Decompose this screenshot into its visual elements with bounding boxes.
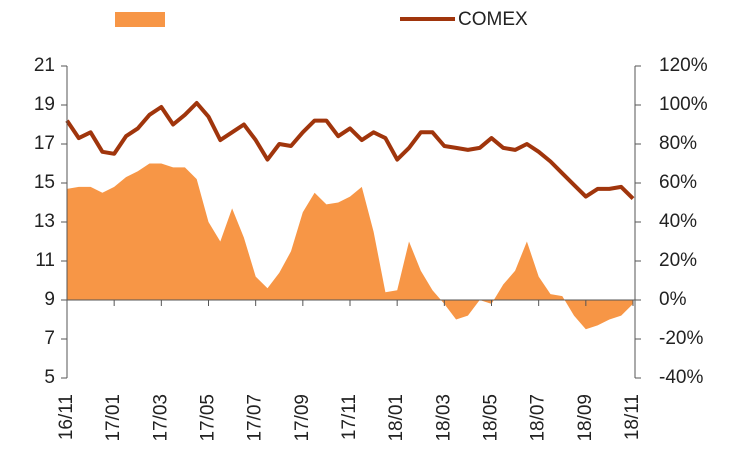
- y-tick-label: 15: [34, 172, 55, 193]
- y-tick-label: 5: [44, 367, 55, 388]
- x-tick-label: 17/07: [245, 394, 266, 442]
- y2-tick-label: -20%: [659, 328, 703, 349]
- x-tick-label: 17/05: [198, 394, 219, 442]
- x-tick-label: 18/05: [481, 394, 502, 442]
- legend-label: COMEX: [458, 9, 528, 30]
- legend-swatch: [115, 12, 165, 27]
- x-tick-label: 16/11: [56, 394, 77, 440]
- x-tick-label: 18/11: [622, 394, 643, 440]
- y2-tick-label: 80%: [659, 133, 697, 154]
- x-tick-label: 17/09: [292, 394, 313, 442]
- y2-tick-label: -40%: [659, 367, 703, 388]
- y-tick-label: 21: [34, 55, 55, 76]
- y2-tick-label: 0%: [659, 289, 687, 310]
- y-tick-label: 17: [34, 133, 55, 154]
- y2-tick-label: 40%: [659, 211, 697, 232]
- x-tick-label: 18/09: [575, 394, 596, 442]
- y-tick-label: 7: [44, 328, 55, 349]
- y2-tick-label: 100%: [659, 94, 708, 115]
- x-tick-label: 17/01: [103, 394, 124, 442]
- x-tick-label: 17/11: [339, 394, 360, 440]
- y-tick-label: 19: [34, 94, 55, 115]
- x-tick-label: 18/03: [433, 394, 454, 442]
- y-tick-label: 11: [35, 250, 55, 271]
- x-tick-label: 17/03: [150, 394, 171, 442]
- y2-tick-label: 20%: [659, 250, 697, 271]
- y2-tick-label: 60%: [659, 172, 697, 193]
- y-tick-label: 13: [34, 211, 55, 232]
- line: [65, 101, 635, 201]
- y-tick-label: 9: [44, 289, 55, 310]
- area: [67, 163, 633, 330]
- y2-tick-label: 120%: [659, 55, 708, 76]
- x-tick-label: 18/07: [528, 394, 549, 442]
- x-tick-label: 18/01: [386, 394, 407, 442]
